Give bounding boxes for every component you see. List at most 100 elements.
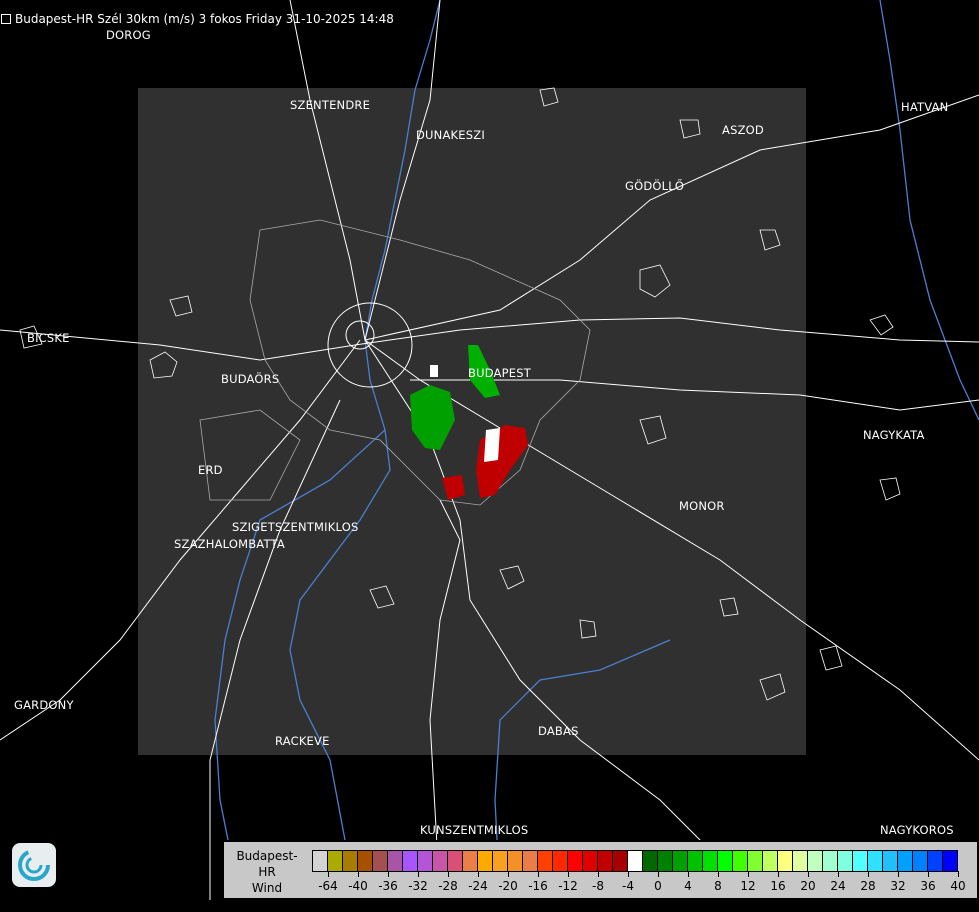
legend-tick-label: -12	[558, 879, 578, 893]
legend-color-cell	[628, 851, 643, 871]
city-label: NAGYKOROS	[880, 823, 954, 837]
legend-color-cell	[388, 851, 403, 871]
legend-tick-label: 40	[950, 879, 966, 893]
legend-color-cell	[733, 851, 748, 871]
city-label: DOROG	[106, 28, 151, 42]
radar-coverage-area	[138, 88, 806, 755]
legend-tick-label: 24	[830, 879, 846, 893]
legend-color-cell	[658, 851, 673, 871]
legend-tick-label: -20	[498, 879, 518, 893]
map-title: Budapest-HR Szél 30km (m/s) 3 fokos Frid…	[15, 12, 394, 26]
color-legend: Budapest-HR Wind m/s -64 -40 -36 -32 -28 -24-…	[222, 840, 979, 911]
legend-color-cell	[508, 851, 523, 871]
legend-color-cell	[913, 851, 928, 871]
legend-color-cell	[898, 851, 913, 871]
legend-color-cell	[928, 851, 943, 871]
legend-color-cell	[703, 851, 718, 871]
color-scale	[312, 850, 958, 872]
logo-icon	[12, 843, 56, 887]
legend-tick	[658, 871, 659, 877]
settlement-outlines	[19, 87, 901, 701]
legend-color-cell	[448, 851, 463, 871]
legend-color-cell	[523, 851, 538, 871]
city-label: SZAZHALOMBATTA	[174, 537, 285, 551]
legend-tick	[388, 871, 389, 877]
legend-color-cell	[598, 851, 613, 871]
legend-color-cell	[643, 851, 658, 871]
legend-tick	[448, 871, 449, 877]
legend-tick	[358, 871, 359, 877]
menu-icon[interactable]	[1, 14, 11, 24]
radar-echoes	[410, 345, 528, 500]
legend-tick-label: 0	[654, 879, 662, 893]
city-label: BUDAÖRS	[221, 372, 280, 386]
legend-tick-label: 28	[860, 879, 876, 893]
legend-color-cell	[478, 851, 493, 871]
legend-tick-label: -8	[592, 879, 604, 893]
legend-tick	[748, 871, 749, 877]
legend-tick	[478, 871, 479, 877]
city-label: SZIGETSZENTMIKLOS	[232, 520, 359, 534]
legend-tick-label: -28	[438, 879, 458, 893]
legend-tick-label: 12	[740, 879, 756, 893]
legend-color-cell	[463, 851, 478, 871]
legend-color-cell	[883, 851, 898, 871]
legend-color-cell	[688, 851, 703, 871]
legend-tick	[808, 871, 809, 877]
legend-color-cell	[778, 851, 793, 871]
city-label: ERD	[198, 463, 223, 477]
legend-tick	[688, 871, 689, 877]
district-boundaries	[199, 219, 591, 506]
city-label: DUNAKESZI	[416, 128, 485, 142]
legend-unit: m/s	[256, 897, 278, 911]
legend-tick-label: 16	[770, 879, 786, 893]
city-label: BICSKE	[27, 331, 70, 345]
legend-tick	[568, 871, 569, 877]
legend-tick	[868, 871, 869, 877]
legend-tick	[538, 871, 539, 877]
legend-tick-label: -24	[468, 879, 488, 893]
legend-color-cell	[823, 851, 838, 871]
legend-tick	[958, 871, 959, 877]
legend-tick	[628, 871, 629, 877]
legend-tick-label: -16	[528, 879, 548, 893]
legend-color-cell	[403, 851, 418, 871]
rivers	[214, 0, 979, 900]
legend-color-cell	[433, 851, 448, 871]
legend-color-cell	[868, 851, 883, 871]
legend-color-cell	[718, 851, 733, 871]
echo-outbound-red-2	[442, 475, 465, 500]
echo-inbound-green-2	[468, 345, 500, 398]
legend-tick-label: -40	[348, 879, 368, 893]
echo-inbound-green	[410, 385, 455, 450]
legend-tick-label: -32	[408, 879, 428, 893]
legend-color-cell	[493, 851, 508, 871]
legend-color-cell	[793, 851, 808, 871]
legend-tick-label: -36	[378, 879, 398, 893]
legend-tick	[898, 871, 899, 877]
legend-color-cell	[373, 851, 388, 871]
city-label: MONOR	[679, 499, 725, 513]
legend-color-cell	[358, 851, 373, 871]
legend-color-cell	[583, 851, 598, 871]
legend-tick	[928, 871, 929, 877]
city-label: ASZOD	[722, 123, 764, 137]
city-label: BUDAPEST	[468, 366, 531, 380]
legend-color-cell	[343, 851, 358, 871]
echo-zero-white	[484, 428, 500, 462]
legend-color-cell	[313, 851, 328, 871]
legend-color-cell	[418, 851, 433, 871]
city-label: HATVAN	[901, 100, 949, 114]
legend-tick-label: 32	[890, 879, 906, 893]
legend-color-cell	[553, 851, 568, 871]
legend-color-cell	[613, 851, 628, 871]
legend-tick-label: -4	[622, 879, 634, 893]
legend-tick-label: -64	[318, 879, 338, 893]
legend-quantity: Wind	[251, 881, 283, 895]
legend-color-cell	[538, 851, 553, 871]
legend-color-cell	[328, 851, 343, 871]
city-label: NAGYKATA	[863, 428, 925, 442]
legend-tick	[508, 871, 509, 877]
legend-tick-label: 36	[920, 879, 936, 893]
